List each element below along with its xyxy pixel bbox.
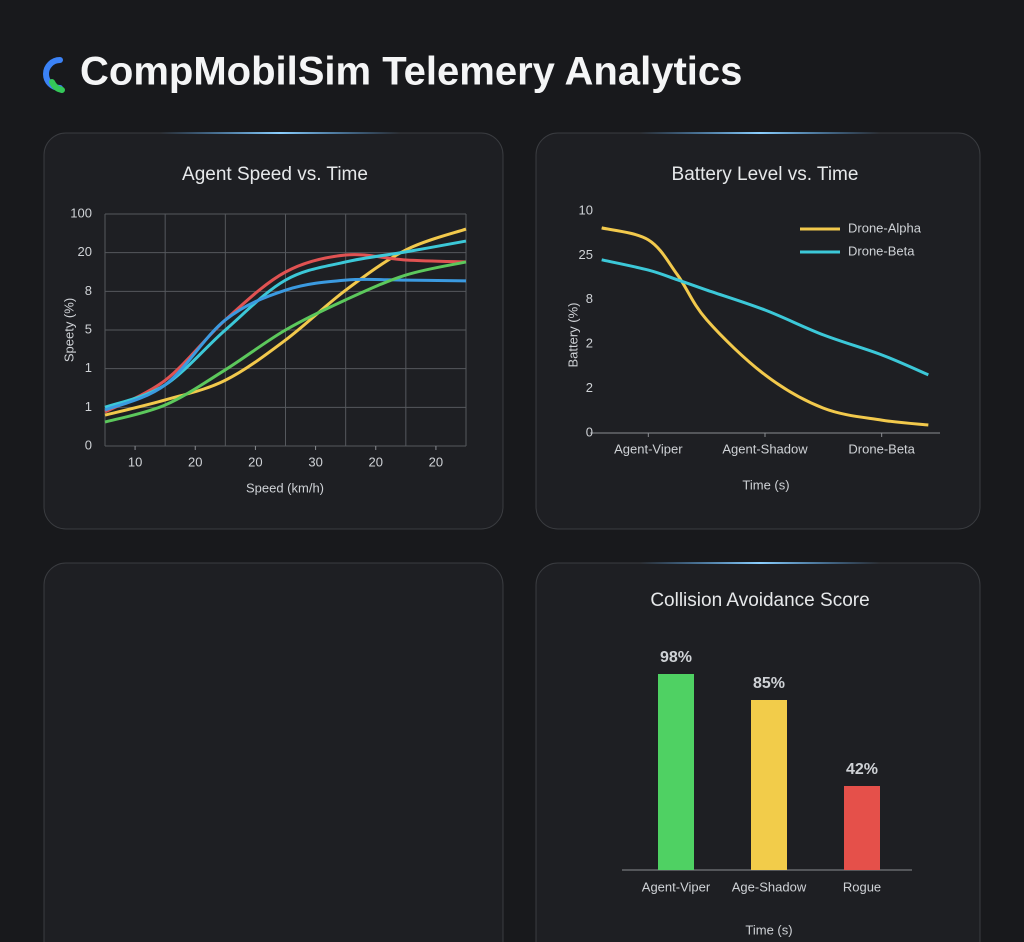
glow xyxy=(160,132,400,134)
y-tick-label: 2 xyxy=(586,336,593,351)
x-tick-label: Agent-Viper xyxy=(642,879,711,894)
x-tick-label: Drone-Beta xyxy=(848,441,915,456)
y-tick-label: 10 xyxy=(579,202,593,217)
x-tick-label: 20 xyxy=(429,454,443,469)
y-tick-label: 0 xyxy=(85,437,92,452)
y-tick-label: 8 xyxy=(85,283,92,298)
legend-label: Drone-Beta xyxy=(848,243,915,258)
glow xyxy=(640,562,880,564)
panel xyxy=(535,132,981,530)
series-line xyxy=(104,227,467,417)
y-tick-label: 8 xyxy=(586,291,593,306)
x-tick-label: Agent-Viper xyxy=(614,441,683,456)
value-label: 98% xyxy=(660,649,692,666)
y-tick-label: 1 xyxy=(85,360,92,375)
panel-empty xyxy=(43,562,504,942)
x-tick-label: Rogue xyxy=(843,879,881,894)
x-axis-label: Time (s) xyxy=(745,922,792,937)
chart-title: Agent Speed vs. Time xyxy=(182,164,368,185)
page-title: CompMobilSim Telemery Analytics xyxy=(80,50,742,94)
series-line xyxy=(104,277,467,412)
value-label: 85% xyxy=(753,675,785,692)
series-line xyxy=(601,258,929,377)
x-tick-label: Age-Shadow xyxy=(732,879,807,894)
x-tick-label: 20 xyxy=(248,454,262,469)
y-tick-label: 0 xyxy=(586,424,593,439)
x-axis-label: Speed (km/h) xyxy=(246,480,324,495)
y-tick-label: 100 xyxy=(70,205,92,220)
y-tick-label: 2 xyxy=(586,380,593,395)
chart-title: Battery Level vs. Time xyxy=(672,164,859,185)
y-tick-label: 20 xyxy=(78,244,92,259)
x-tick-label: 20 xyxy=(188,454,202,469)
y-axis-label: Speety (%) xyxy=(61,298,76,362)
x-tick-label: Agent-Shadow xyxy=(722,441,808,456)
chart-title: Collision Avoidance Score xyxy=(650,590,869,611)
x-tick-label: 20 xyxy=(369,454,383,469)
value-label: 42% xyxy=(846,761,878,778)
y-tick-label: 25 xyxy=(579,247,593,262)
x-tick-label: 10 xyxy=(128,454,142,469)
series-line xyxy=(104,253,467,414)
y-axis-label: Battery (%) xyxy=(565,302,580,367)
bar xyxy=(658,674,694,870)
glow xyxy=(640,132,880,134)
logo-accent xyxy=(49,79,65,93)
x-tick-label: 30 xyxy=(308,454,322,469)
y-tick-label: 5 xyxy=(85,321,92,336)
y-tick-label: 1 xyxy=(85,399,92,414)
series-line xyxy=(601,226,929,427)
bar xyxy=(751,700,787,870)
series-line xyxy=(104,260,467,424)
x-axis-label: Time (s) xyxy=(742,477,789,492)
legend-label: Drone-Alpha xyxy=(848,220,922,235)
bar xyxy=(844,786,880,870)
panel xyxy=(43,132,504,530)
